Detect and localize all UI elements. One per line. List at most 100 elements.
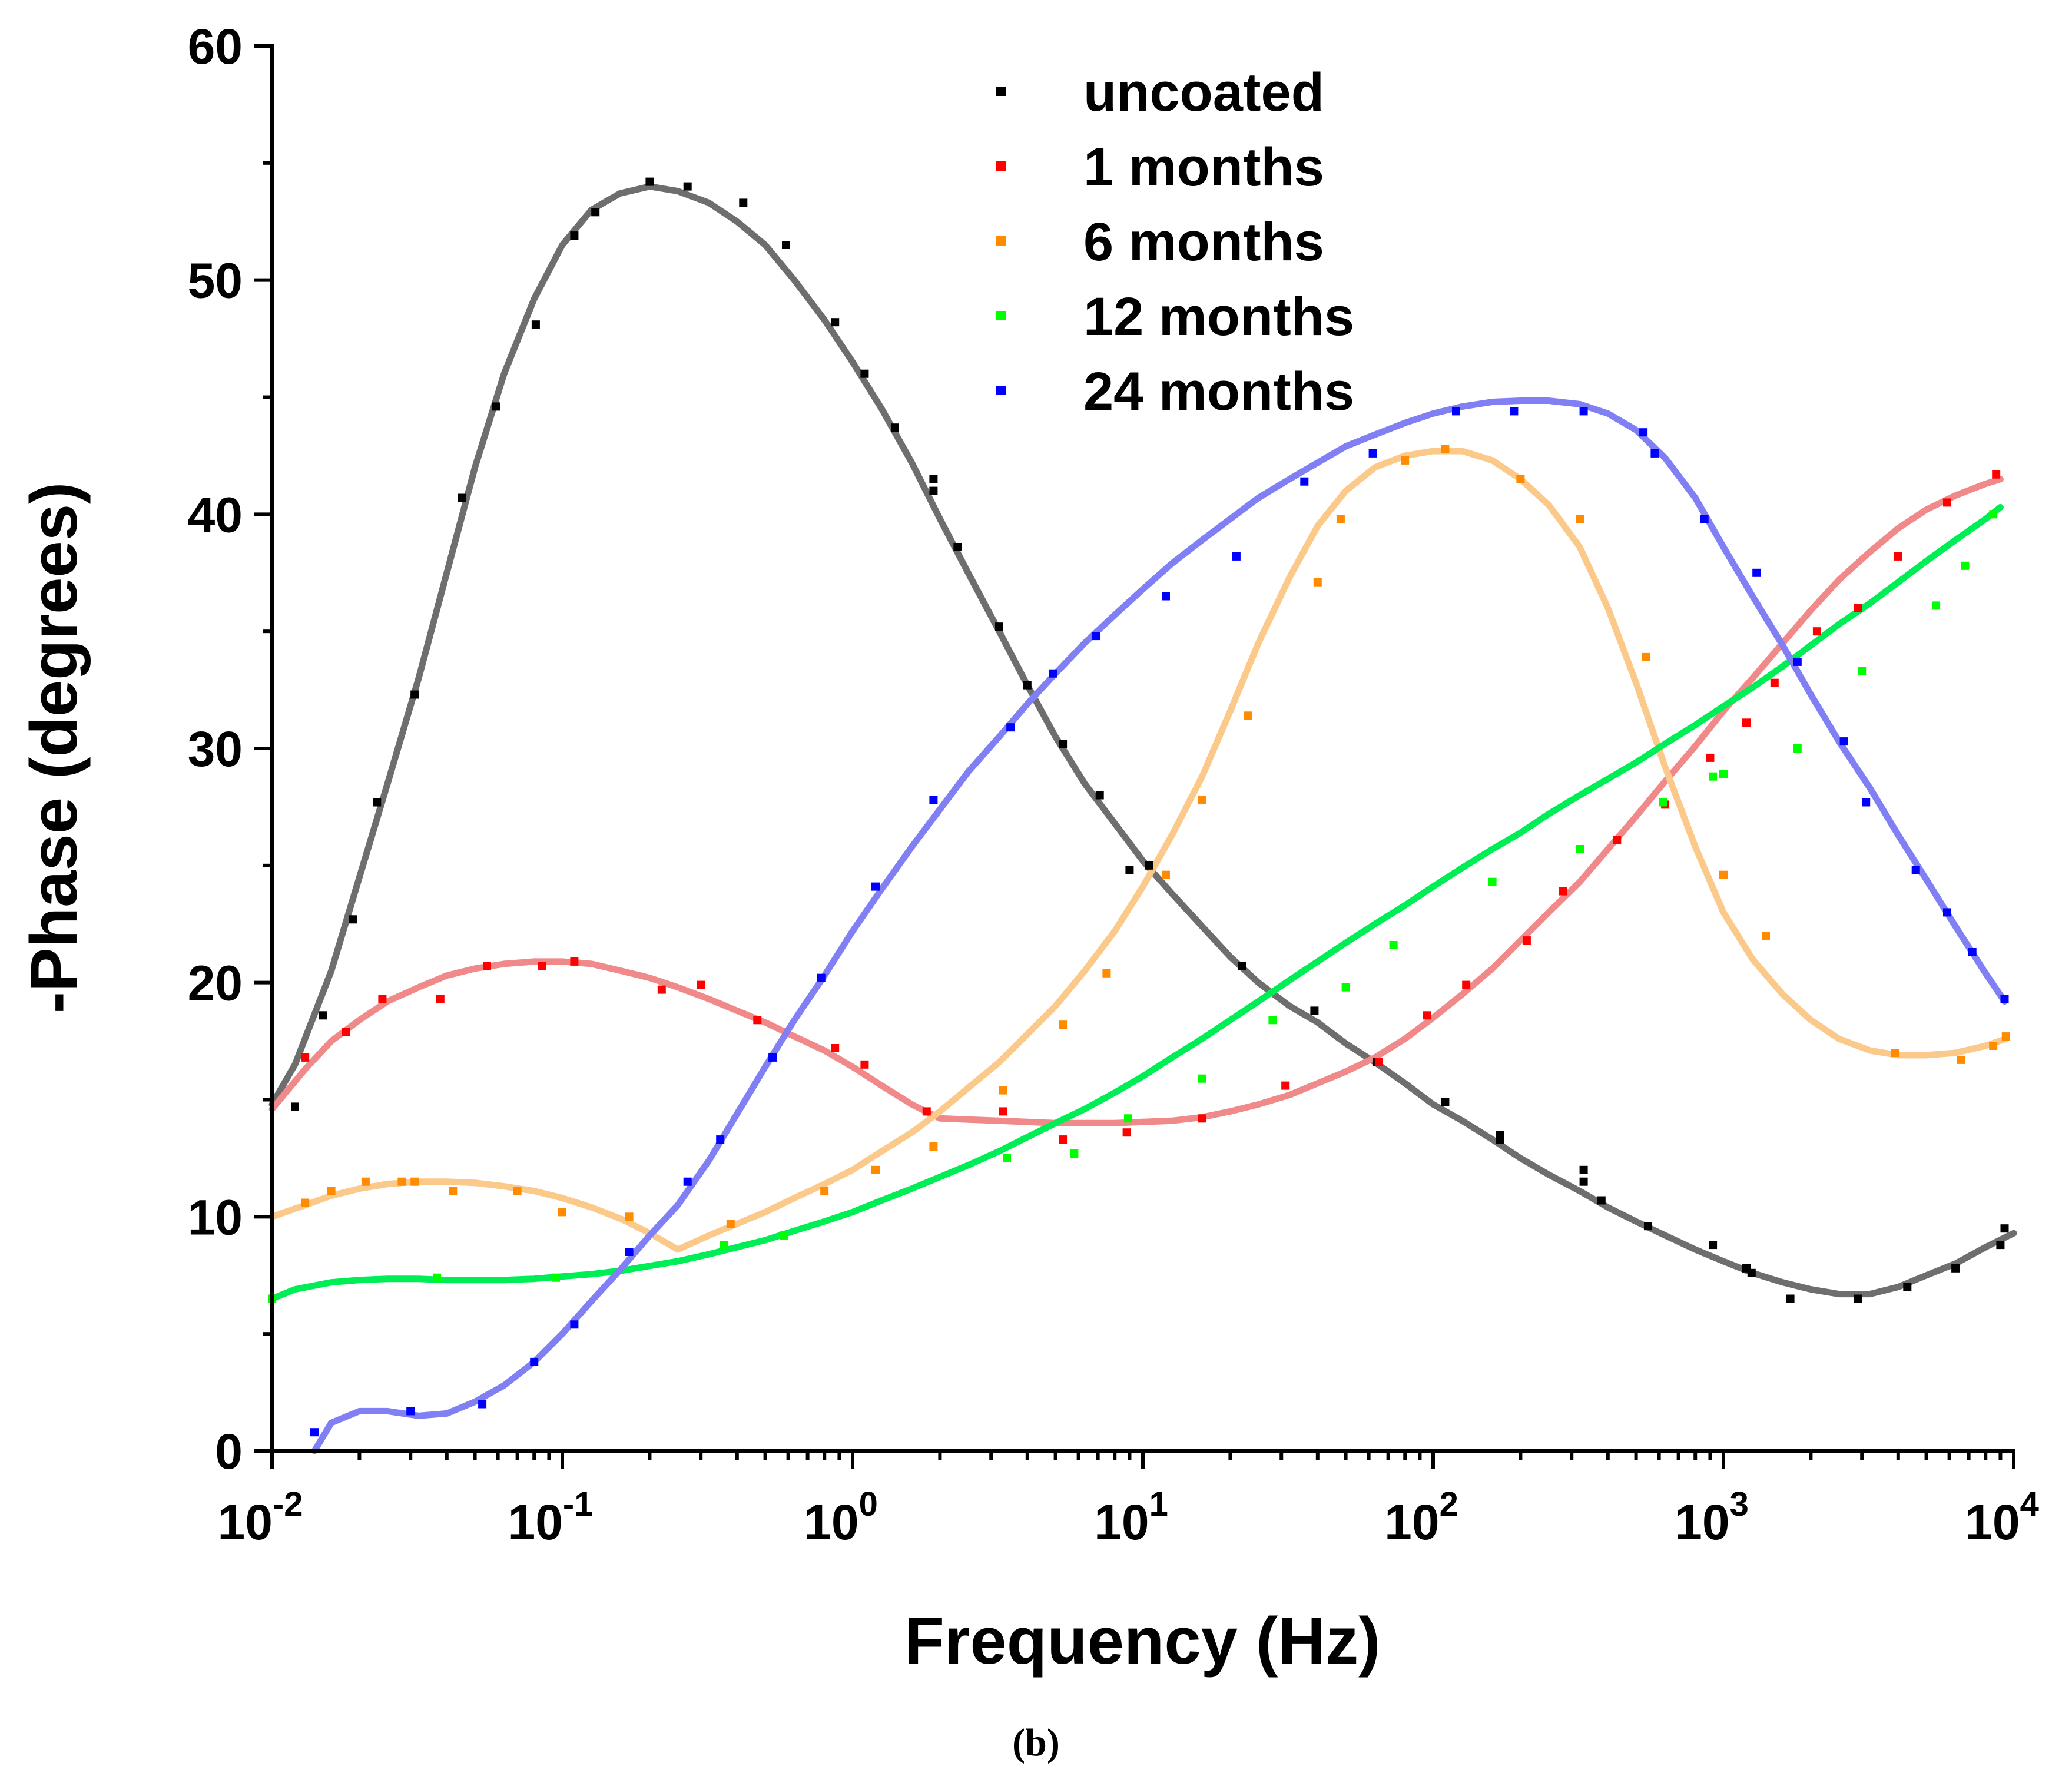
data-point [1006, 723, 1015, 732]
data-point [780, 1231, 788, 1240]
data-point [1198, 796, 1206, 804]
data-point [570, 1320, 579, 1329]
data-point [683, 182, 692, 191]
data-point [1854, 604, 1862, 612]
data-point [410, 690, 419, 699]
data-point [1576, 515, 1584, 523]
data-point [1989, 510, 1998, 519]
data-point [483, 962, 491, 970]
data-points [268, 177, 2010, 1437]
data-point [1268, 1016, 1277, 1025]
data-point [310, 1428, 319, 1437]
data-point [397, 1177, 406, 1186]
data-point [726, 1220, 735, 1228]
data-point [1752, 568, 1761, 577]
data-point [1341, 983, 1350, 992]
data-point [1786, 1294, 1795, 1303]
data-point [1613, 836, 1622, 844]
x-tick-label: 10-2 [217, 1485, 303, 1550]
data-point [410, 1177, 419, 1186]
data-point [1238, 962, 1246, 970]
data-point [929, 1142, 938, 1151]
y-tick-label: 40 [188, 487, 243, 542]
x-tick-label: 101 [1094, 1485, 1168, 1550]
data-point [1336, 515, 1345, 523]
data-point [1070, 1149, 1079, 1158]
legend-label: 24 months [1083, 362, 1354, 422]
data-point [319, 1011, 327, 1020]
data-point [1579, 1165, 1588, 1174]
fit-curves [268, 183, 2017, 1454]
data-point [953, 543, 962, 551]
data-point [1968, 948, 1977, 956]
data-point [538, 962, 546, 970]
x-tick-label: 103 [1675, 1485, 1749, 1550]
data-point [683, 1177, 692, 1186]
data-point [1961, 561, 1970, 570]
data-point [433, 1273, 442, 1282]
legend-marker [996, 87, 1006, 96]
data-point [478, 1400, 487, 1409]
data-point [1579, 407, 1588, 416]
data-point [716, 1135, 725, 1144]
data-point [1943, 908, 1951, 917]
data-point [558, 1208, 566, 1217]
data-point [1793, 744, 1802, 753]
data-point [1642, 652, 1650, 661]
data-point [436, 995, 445, 1003]
data-point [349, 915, 357, 924]
data-point [782, 241, 790, 249]
data-point [1839, 737, 1848, 746]
data-point [697, 980, 705, 989]
data-point [291, 1102, 299, 1111]
data-point [1232, 552, 1241, 561]
data-point [999, 1107, 1007, 1116]
fit-curve-4 [311, 397, 2008, 1454]
data-point [768, 1053, 777, 1062]
data-point [1951, 1264, 1960, 1273]
data-point [1516, 475, 1525, 483]
data-point [1059, 1020, 1068, 1029]
data-point [301, 1198, 310, 1207]
fit-curve-1 [268, 476, 2004, 1126]
y-tick-label: 20 [188, 956, 243, 1011]
data-point [1003, 1154, 1011, 1162]
y-tick-label: 0 [215, 1424, 243, 1479]
data-point [1579, 1177, 1588, 1186]
data-point [753, 1016, 762, 1025]
data-point [492, 402, 500, 411]
data-point [739, 198, 748, 207]
data-point [342, 1028, 350, 1036]
data-point [1423, 1011, 1431, 1020]
data-point [1597, 1196, 1606, 1205]
data-point [301, 1053, 310, 1062]
data-point [1441, 445, 1450, 453]
data-point [570, 957, 579, 966]
data-point [1510, 407, 1519, 416]
legend-label: 1 months [1083, 137, 1324, 197]
data-point [831, 318, 840, 327]
x-axis-title: Frequency (Hz) [904, 1604, 1381, 1678]
data-point [1747, 1268, 1756, 1277]
legend-label: uncoated [1083, 62, 1324, 122]
data-point [1709, 1241, 1718, 1250]
data-point [860, 369, 869, 378]
data-point [1709, 772, 1718, 781]
data-point [1198, 1074, 1206, 1083]
fit-curve-0 [268, 183, 2017, 1298]
legend-label: 12 months [1083, 287, 1354, 347]
data-point [361, 1177, 370, 1186]
data-point [1644, 1222, 1652, 1231]
data-point [1894, 552, 1902, 561]
data-point [1310, 1006, 1319, 1015]
legend-marker [996, 311, 1006, 320]
data-point [1996, 1241, 2005, 1250]
y-tick-label: 10 [188, 1189, 243, 1245]
data-point [1198, 1114, 1206, 1123]
data-point [657, 985, 666, 994]
data-point [1639, 428, 1648, 437]
data-point [2001, 1032, 2010, 1041]
data-point [531, 320, 540, 329]
data-point [1389, 941, 1398, 949]
data-point [625, 1248, 634, 1256]
